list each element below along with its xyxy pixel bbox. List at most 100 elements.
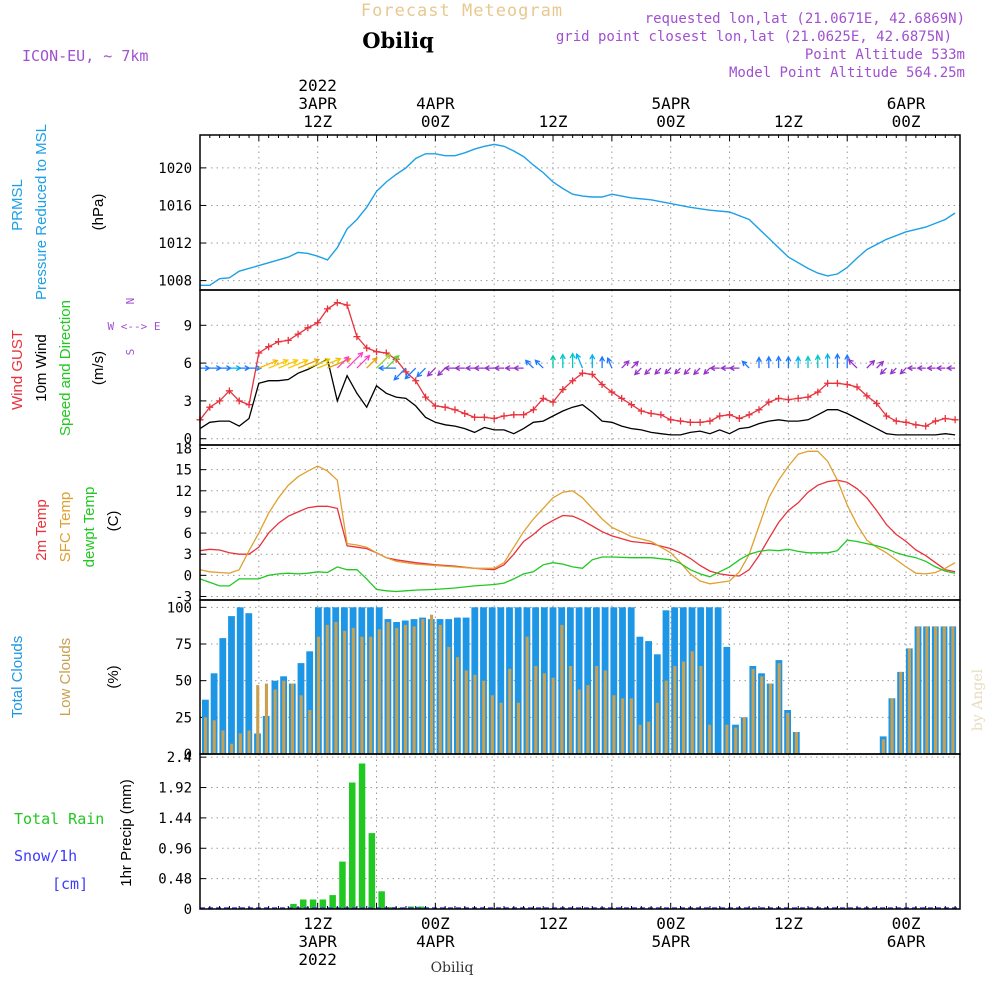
low-cloud-bar bbox=[343, 630, 347, 754]
wind-gust-marker bbox=[323, 305, 331, 313]
wind-direction-arrow bbox=[550, 354, 556, 369]
y-tick-label: 1.44 bbox=[158, 811, 192, 827]
y-tick-label: 1008 bbox=[158, 274, 192, 290]
low-cloud-bar bbox=[212, 720, 216, 754]
wind-direction-arrow bbox=[847, 358, 858, 369]
total-cloud-bar bbox=[306, 651, 314, 754]
wind-gust-marker bbox=[618, 394, 626, 402]
low-cloud-bar bbox=[629, 698, 633, 754]
low-cloud-bar bbox=[490, 695, 494, 754]
wind-gust-marker bbox=[931, 417, 939, 425]
wind-direction-arrow bbox=[258, 359, 279, 369]
low-cloud-bar bbox=[560, 624, 564, 754]
legend-snow: Snow/1h bbox=[14, 847, 77, 865]
location-title: Obiliq bbox=[362, 28, 434, 53]
ylabel-unit-ms: (m/s) bbox=[90, 351, 107, 385]
y-tick-label: 18 bbox=[175, 442, 192, 458]
compass-we: W <--> E bbox=[108, 320, 161, 333]
y-tick-label: 50 bbox=[175, 674, 192, 690]
low-cloud-bar bbox=[421, 619, 425, 754]
total-cloud-bar bbox=[584, 607, 592, 754]
y-tick-label: 0.96 bbox=[158, 841, 192, 857]
compass-s: S bbox=[124, 349, 137, 356]
wind-gust-marker bbox=[363, 344, 371, 352]
wind-gust-marker bbox=[853, 383, 861, 391]
total-cloud-bar bbox=[636, 636, 644, 754]
wind-direction-arrow bbox=[307, 358, 331, 369]
low-cloud-bar bbox=[282, 680, 286, 754]
header: Forecast Meteogram Obiliq ICON-EU, ~ 7km… bbox=[22, 1, 986, 976]
wind-direction-arrow bbox=[229, 365, 242, 372]
wind-direction-arrow bbox=[741, 360, 750, 369]
wind-direction-arrow bbox=[288, 358, 309, 369]
wind-gust-marker bbox=[745, 411, 753, 419]
low-cloud-bar bbox=[525, 636, 529, 754]
y-tick-label: 3 bbox=[184, 394, 192, 410]
ylabel-dewpt-temp: dewpt Temp bbox=[81, 487, 98, 568]
x-tick-label-top: 00Z bbox=[892, 112, 921, 131]
wind-direction-arrow bbox=[377, 365, 397, 372]
wind-gust-marker bbox=[353, 333, 361, 341]
wind-direction-arrow bbox=[278, 359, 299, 369]
low-cloud-bar bbox=[204, 717, 208, 754]
total-cloud-bar bbox=[723, 646, 731, 754]
x-tick-label-bottom: 12Z bbox=[303, 914, 332, 933]
info-model-altitude: Model Point Altitude 564.25m bbox=[729, 65, 965, 81]
wind-gust-marker bbox=[657, 411, 665, 419]
ylabel-10m-wind: 10m Wind bbox=[33, 334, 50, 402]
low-cloud-bar bbox=[612, 695, 616, 754]
rain-bar bbox=[319, 899, 327, 909]
low-cloud-bar bbox=[751, 668, 755, 754]
wind-gust-marker bbox=[716, 412, 724, 420]
ylabel-sfc-temp: SFC Temp bbox=[57, 492, 74, 563]
low-cloud-bar bbox=[499, 702, 503, 754]
wind-direction-arrow bbox=[504, 365, 514, 372]
low-cloud-bar bbox=[534, 666, 538, 754]
wind-direction-arrow bbox=[219, 365, 233, 372]
low-cloud-bar bbox=[916, 626, 920, 754]
wind-gust-marker bbox=[569, 377, 577, 385]
wind-direction-arrow bbox=[814, 354, 821, 369]
wind-direction-arrow bbox=[824, 352, 831, 369]
wind-gust-marker bbox=[274, 338, 282, 346]
wind-direction-arrow bbox=[703, 367, 711, 375]
wind-direction-arrow bbox=[756, 356, 762, 369]
wind-gust-marker bbox=[431, 402, 439, 410]
x-tick-label-top: 00Z bbox=[656, 112, 685, 131]
low-cloud-bar bbox=[577, 689, 581, 754]
low-cloud-bar bbox=[308, 710, 312, 754]
wind-direction-arrow bbox=[376, 353, 392, 369]
low-cloud-bar bbox=[464, 670, 468, 754]
low-cloud-bar bbox=[456, 657, 460, 754]
wind-direction-arrow bbox=[297, 358, 321, 369]
ylabel-prmsl: PRMSL bbox=[9, 179, 26, 231]
wind-direction-arrow bbox=[879, 367, 887, 375]
wind-gust-marker bbox=[284, 336, 292, 344]
wind-gust-marker bbox=[696, 418, 704, 426]
low-cloud-bar bbox=[325, 624, 329, 754]
low-cloud-bar bbox=[516, 702, 520, 754]
wind-gust-marker bbox=[471, 413, 479, 421]
wind-direction-arrow bbox=[385, 354, 400, 369]
wind-direction-arrow bbox=[633, 367, 642, 376]
wind-gust-marker bbox=[627, 401, 635, 409]
wind-direction-arrow bbox=[346, 351, 364, 369]
total-cloud-bar bbox=[714, 607, 722, 754]
series-line-dewpt-temp bbox=[199, 539, 956, 593]
rain-bar bbox=[339, 861, 346, 909]
wind-gust-marker bbox=[500, 412, 508, 420]
series-line-10m-wind bbox=[199, 358, 956, 436]
wind-direction-arrow bbox=[534, 359, 544, 369]
wind-direction-arrow bbox=[524, 359, 534, 369]
wind-gust-marker bbox=[882, 412, 890, 420]
low-cloud-bar bbox=[934, 626, 938, 754]
wind-direction-arrow bbox=[464, 365, 475, 372]
y-tick-label: -3 bbox=[175, 589, 192, 605]
low-cloud-bar bbox=[621, 698, 625, 754]
low-cloud-bar bbox=[682, 661, 686, 754]
low-cloud-bar bbox=[655, 702, 659, 754]
x-tick-label-bottom: 2022 bbox=[298, 950, 337, 969]
wind-direction-arrow bbox=[209, 365, 223, 372]
chart-title: Forecast Meteogram bbox=[361, 1, 563, 21]
